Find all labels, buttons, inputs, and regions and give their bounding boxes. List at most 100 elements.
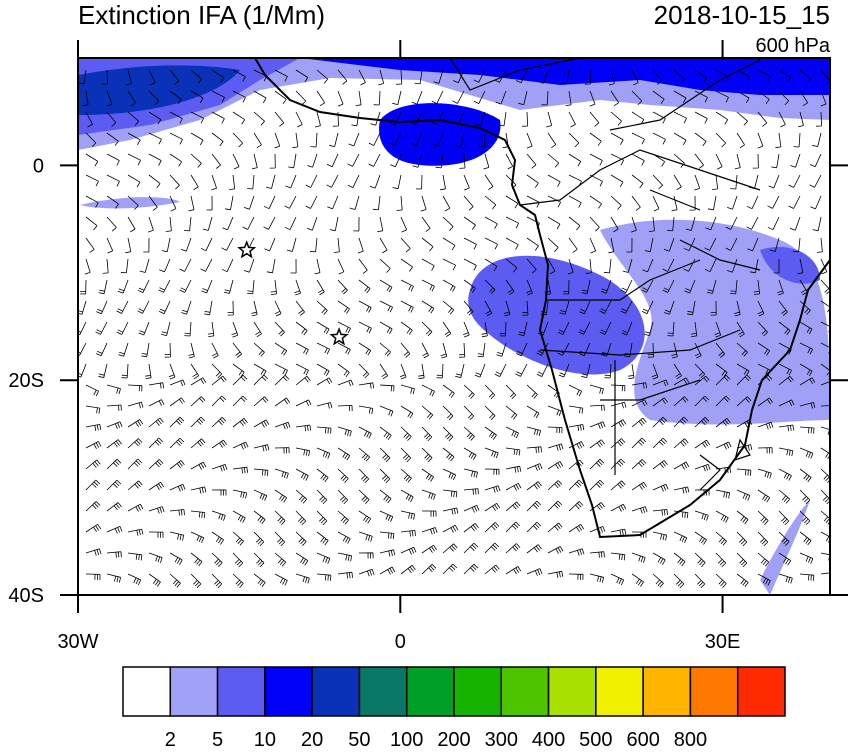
wind-barb [652,174,663,190]
wind-barb [631,174,644,189]
wind-barb [422,510,437,517]
station-marker [237,240,257,259]
wind-barb [148,382,165,389]
wind-barb [442,468,457,481]
wind-barb [326,174,339,188]
wind-barb [379,237,388,254]
wind-barb [274,321,285,337]
colorbar-box [122,666,172,717]
wind-barb [190,461,207,470]
wind-barb [463,237,477,250]
wind-barb [746,216,759,230]
wind-barb [137,279,150,293]
wind-barb [358,382,375,389]
wind-barb [295,510,307,526]
wind-barb [288,153,297,169]
wind-barb [266,258,276,274]
wind-barb [337,300,350,314]
wind-barb [274,573,288,586]
wind-barb [253,321,262,338]
shade-medium [760,246,820,284]
wind-barb [473,90,486,104]
wind-barb [337,571,353,579]
wind-barb [169,174,180,190]
wind-barb [715,417,731,428]
wind-barb [190,552,203,567]
wind-barb [305,195,318,209]
wind-barb [410,132,423,146]
wind-barb [463,258,477,271]
wind-barb [463,488,479,495]
wind-barb [400,510,416,520]
wind-barb [684,279,696,294]
wind-barb [799,342,813,355]
wind-barb [463,321,470,338]
wind-barb [652,460,668,470]
wind-barb [797,111,804,128]
wind-barb [505,279,515,295]
wind-barb [442,489,458,498]
wind-barb [190,174,199,191]
wind-barb [211,489,227,496]
wind-barb [459,342,466,358]
colorbar-box [642,666,692,717]
wind-barb [127,503,144,512]
wind-barb [316,468,329,483]
wind-barb [370,111,381,126]
wind-barb [757,510,769,525]
wind-barb [568,195,582,208]
wind-barb [647,342,654,358]
wind-barb [725,237,738,251]
colorbar-box [453,666,503,717]
wind-barb [631,195,641,211]
wind-barb [473,69,486,83]
wind-barb [316,321,330,335]
wind-barb [778,69,792,83]
wind-barb [685,216,696,231]
wind-barb [463,542,479,554]
wind-barb [139,258,150,273]
wind-barb [610,480,626,491]
wind-barb [294,279,301,296]
wind-barb [778,489,791,504]
wind-barb [442,426,454,442]
wind-barb [229,174,236,190]
wind-barb [353,216,360,232]
wind-barb [274,90,287,105]
wind-barb [820,426,830,436]
wind-barb [337,426,352,437]
wind-barb [390,153,402,168]
wind-barb [694,489,710,496]
wind-barb [778,424,795,432]
wind-barb [274,375,290,386]
wind-barb [95,321,108,335]
wind-barb [169,531,185,541]
wind-barb [211,464,228,472]
wind-barb [563,279,570,295]
wind-barb [652,195,660,212]
wind-barb [80,279,87,295]
wind-barb [526,258,537,274]
wind-barb [610,216,619,233]
wind-barb [775,132,782,149]
wind-barb [631,132,645,145]
wind-barb [227,300,234,316]
wind-barb [581,363,591,378]
wind-barb [757,447,773,454]
wind-barb [495,90,507,105]
wind-barb [568,459,584,470]
shade-light [600,219,830,425]
wind-barb [421,237,434,252]
wind-barb [749,258,759,274]
wind-barb [694,417,710,428]
wind-barb [631,573,644,587]
colorbar-box [405,666,455,717]
wind-barb [232,111,246,125]
wind-barb [442,258,456,271]
wind-barb [610,111,622,126]
wind-barb [316,402,333,409]
wind-barb [396,69,403,85]
wind-barb [463,174,470,191]
wind-barb [379,363,389,380]
wind-barb [694,111,708,124]
